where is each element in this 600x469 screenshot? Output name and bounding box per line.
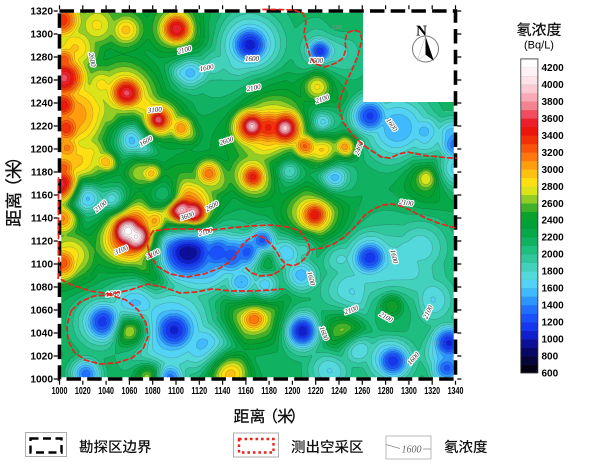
svg-text:1300: 1300	[401, 386, 417, 397]
svg-text:2200: 2200	[542, 233, 565, 244]
svg-text:1260: 1260	[354, 386, 370, 397]
svg-text:3600: 3600	[542, 114, 565, 125]
svg-text:1340: 1340	[448, 386, 464, 397]
svg-text:1100: 1100	[168, 386, 184, 397]
svg-text:1060: 1060	[122, 386, 138, 397]
svg-text:1240: 1240	[331, 386, 347, 397]
svg-text:1300: 1300	[30, 30, 53, 41]
svg-text:3000: 3000	[542, 165, 565, 176]
svg-text:1140: 1140	[215, 386, 231, 397]
svg-text:1000: 1000	[30, 375, 53, 386]
svg-text:1020: 1020	[75, 386, 91, 397]
svg-text:1220: 1220	[308, 386, 324, 397]
svg-text:1200: 1200	[285, 386, 301, 397]
svg-text:1320: 1320	[30, 7, 53, 18]
svg-text:1080: 1080	[145, 386, 161, 397]
svg-text:1800: 1800	[542, 267, 565, 278]
svg-text:(Bq/L): (Bq/L)	[524, 40, 554, 52]
svg-text:2600: 2600	[542, 199, 565, 210]
svg-text:3400: 3400	[542, 131, 565, 142]
svg-text:4000: 4000	[542, 80, 565, 91]
svg-text:1180: 1180	[31, 168, 53, 179]
svg-text:3800: 3800	[542, 97, 565, 108]
svg-text:1120: 1120	[191, 386, 207, 397]
svg-text:1200: 1200	[30, 145, 53, 156]
svg-text:2600: 2600	[87, 52, 97, 68]
svg-text:1600: 1600	[106, 289, 121, 298]
svg-text:3200: 3200	[542, 148, 565, 159]
svg-text:1600: 1600	[402, 445, 422, 456]
svg-text:1120: 1120	[31, 237, 53, 248]
svg-text:1260: 1260	[30, 76, 53, 87]
svg-text:2800: 2800	[542, 182, 565, 193]
svg-text:4200: 4200	[542, 63, 565, 74]
svg-text:1600: 1600	[199, 63, 215, 73]
svg-text:1160: 1160	[31, 191, 53, 202]
svg-text:1040: 1040	[30, 329, 53, 340]
svg-text:C02: C02	[332, 25, 342, 31]
svg-text:600: 600	[542, 369, 559, 380]
svg-text:2100: 2100	[246, 83, 262, 93]
svg-text:1160: 1160	[238, 386, 254, 397]
svg-text:1020: 1020	[30, 352, 53, 363]
svg-text:1600: 1600	[542, 284, 565, 295]
svg-text:1220: 1220	[30, 122, 53, 133]
svg-text:800: 800	[542, 352, 559, 363]
svg-text:1320: 1320	[424, 386, 440, 397]
svg-text:1600: 1600	[245, 55, 260, 63]
svg-text:1400: 1400	[542, 301, 565, 312]
svg-text:1100: 1100	[31, 260, 53, 271]
svg-text:1280: 1280	[30, 53, 53, 64]
svg-text:1200: 1200	[542, 318, 565, 329]
svg-text:1040: 1040	[98, 386, 114, 397]
svg-text:1280: 1280	[378, 386, 394, 397]
svg-text:1060: 1060	[30, 306, 53, 317]
svg-text:1000: 1000	[542, 335, 565, 346]
svg-text:1240: 1240	[30, 99, 53, 110]
svg-text:1140: 1140	[31, 214, 53, 225]
svg-text:1600: 1600	[309, 57, 324, 65]
svg-text:3100: 3100	[147, 105, 163, 114]
svg-text:2400: 2400	[542, 216, 565, 227]
svg-text:2000: 2000	[542, 250, 565, 261]
svg-text:1080: 1080	[30, 283, 53, 294]
svg-text:1000: 1000	[52, 386, 68, 397]
svg-text:1180: 1180	[261, 386, 277, 397]
